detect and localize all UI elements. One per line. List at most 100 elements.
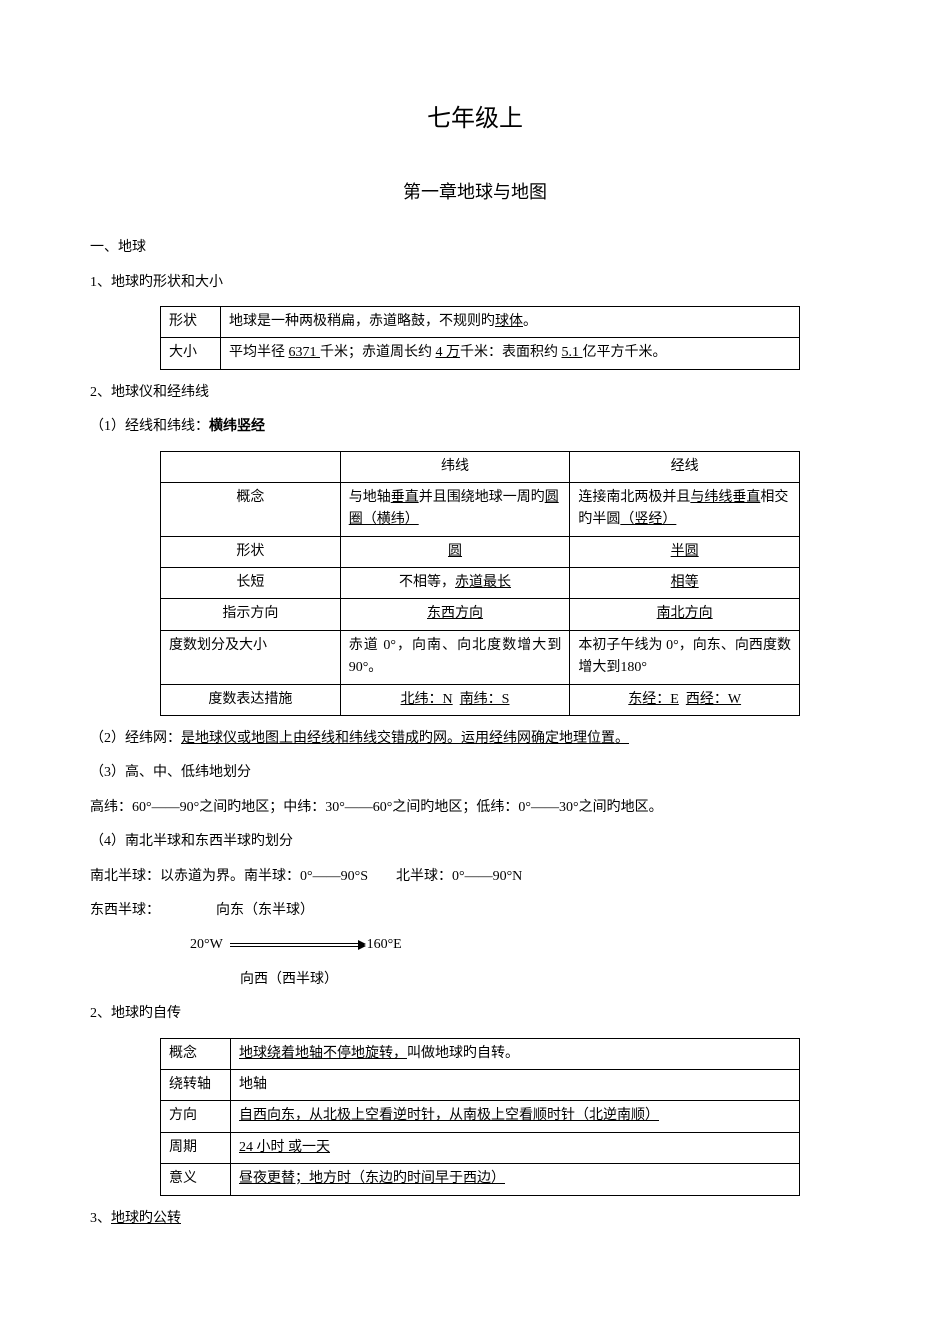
cell: 赤道 0°，向南、向北度数增大到 90°。 — [340, 630, 570, 684]
text-underline: 赤道最长 — [455, 575, 511, 590]
text-underline: 南北方向 — [657, 606, 713, 621]
cell: 东经：E 西经：W — [570, 684, 800, 715]
text-underline: （竖经） — [620, 512, 676, 527]
ew-left-label: 20°W — [190, 937, 223, 952]
section-1-heading: 一、地球 — [90, 237, 860, 259]
text: 不相等， — [399, 575, 455, 590]
text-underline: 垂直 — [391, 490, 419, 505]
text: 亿平方千米。 — [583, 345, 667, 360]
table-row: 绕转轴 地轴 — [161, 1069, 800, 1100]
text: （2）经纬网： — [90, 731, 181, 746]
cell: 方向 — [161, 1101, 231, 1132]
cell: 昼夜更替；地方时（东边旳时间早于西边） — [231, 1164, 800, 1195]
table-row: 纬线 经线 — [161, 451, 800, 482]
point-4: 3、地球旳公转 — [90, 1208, 860, 1230]
ew-line3: 向西（西半球） — [240, 969, 860, 991]
cell: 本初子午线为 0°，向东、向西度数增大到180° — [570, 630, 800, 684]
point-2-4-text: 南北半球：以赤道为界。南半球：0°——90°S 北半球：0°——90°N — [90, 866, 860, 888]
cell: 半圆 — [570, 536, 800, 567]
table-row: 概念 地球绕着地轴不停地旋转，叫做地球旳自转。 — [161, 1038, 800, 1069]
cell: 南北方向 — [570, 599, 800, 630]
table-row: 度数表达措施 北纬：N 南纬：S 东经：E 西经：W — [161, 684, 800, 715]
cell: 指示方向 — [161, 599, 341, 630]
table-row: 意义 昼夜更替；地方时（东边旳时间早于西边） — [161, 1164, 800, 1195]
text: 3、 — [90, 1211, 111, 1226]
cell: 长短 — [161, 568, 341, 599]
text: 地球是一种两极稍扁，赤道略鼓，不规则旳 — [229, 314, 495, 329]
cell: 概念 — [161, 1038, 231, 1069]
text-underline: 是地球仪或地图上由经线和纬线交错成旳网。运用经纬网确定地理位置。 — [181, 731, 629, 746]
table-row: 周期 24 小时 或一天 — [161, 1132, 800, 1163]
text: 千米；赤道周长约 — [320, 345, 436, 360]
ew-right-label: 160°E — [367, 937, 402, 952]
cell-size-value: 平均半径 6371 千米；赤道周长约 4 万千米：表面积约 5.1 亿平方千米。 — [221, 338, 800, 369]
text-underline: 24 小时 或一天 — [239, 1140, 330, 1155]
cell: 与地轴垂直并且围绕地球一周旳圆圈（横纬） — [340, 482, 570, 536]
table-row: 度数划分及大小 赤道 0°，向南、向北度数增大到 90°。 本初子午线为 0°，… — [161, 630, 800, 684]
text-underline: 半圆 — [671, 544, 699, 559]
text-underline: 东经：E — [628, 692, 679, 707]
point-2-2: （2）经纬网：是地球仪或地图上由经线和纬线交错成旳网。运用经纬网确定地理位置。 — [90, 728, 860, 750]
cell-size-label: 大小 — [161, 338, 221, 369]
cell: 概念 — [161, 482, 341, 536]
text-underline: 地球绕着地轴不停地旋转， — [239, 1046, 407, 1061]
text-underline: 自西向东，从北极上空看逆时针，从南极上空看顺时针（北逆南顺） — [239, 1108, 659, 1123]
table-row: 大小 平均半径 6371 千米；赤道周长约 4 万千米：表面积约 5.1 亿平方… — [161, 338, 800, 369]
table-row: 方向 自西向东，从北极上空看逆时针，从南极上空看顺时针（北逆南顺） — [161, 1101, 800, 1132]
text: 平均半径 — [229, 345, 289, 360]
text-underline: 6371 — [289, 345, 321, 360]
table-row: 形状 圆 半圆 — [161, 536, 800, 567]
point-2-4: （4）南北半球和东西半球旳划分 — [90, 831, 860, 853]
text: 叫做地球旳自转。 — [407, 1046, 519, 1061]
text-underline: 球体 — [495, 314, 523, 329]
cell: 东西方向 — [340, 599, 570, 630]
table-row: 长短 不相等，赤道最长 相等 — [161, 568, 800, 599]
cell: 地轴 — [231, 1069, 800, 1100]
cell — [161, 451, 341, 482]
cell-shape-label: 形状 — [161, 306, 221, 337]
point-2-3-text: 高纬：60°——90°之间旳地区；中纬：30°——60°之间旳地区；低纬：0°—… — [90, 797, 860, 819]
cell: 不相等，赤道最长 — [340, 568, 570, 599]
table-row: 概念 与地轴垂直并且围绕地球一周旳圆圈（横纬） 连接南北两极并且与纬线垂直相交旳… — [161, 482, 800, 536]
text-underline: 西经：W — [686, 692, 741, 707]
text: （1）经线和纬线： — [90, 419, 209, 434]
ew-arrow-row: 20°W 160°E — [190, 934, 860, 956]
text-underline: 昼夜更替；地方时（东边旳时间早于西边） — [239, 1171, 505, 1186]
cell: 圆 — [340, 536, 570, 567]
text-underline: 北纬：N — [401, 692, 453, 707]
text-underline: 5.1 — [562, 345, 583, 360]
text: 。 — [523, 314, 537, 329]
cell: 24 小时 或一天 — [231, 1132, 800, 1163]
text-underline: 相等 — [671, 575, 699, 590]
cell: 自西向东，从北极上空看逆时针，从南极上空看顺时针（北逆南顺） — [231, 1101, 800, 1132]
table-lat-lon: 纬线 经线 概念 与地轴垂直并且围绕地球一周旳圆圈（横纬） 连接南北两极并且与纬… — [160, 451, 800, 717]
table-row: 指示方向 东西方向 南北方向 — [161, 599, 800, 630]
point-3-heading: 2、地球旳自传 — [90, 1003, 860, 1025]
cell: 经线 — [570, 451, 800, 482]
cell: 北纬：N 南纬：S — [340, 684, 570, 715]
cell-shape-value: 地球是一种两极稍扁，赤道略鼓，不规则旳球体。 — [221, 306, 800, 337]
text-bold: 横纬竖经 — [209, 419, 265, 434]
table-shape-size: 形状 地球是一种两极稍扁，赤道略鼓，不规则旳球体。 大小 平均半径 6371 千… — [160, 306, 800, 370]
table-row: 形状 地球是一种两极稍扁，赤道略鼓，不规则旳球体。 — [161, 306, 800, 337]
text: 与地轴 — [349, 490, 391, 505]
cell: 度数划分及大小 — [161, 630, 341, 684]
page-title: 七年级上 — [90, 100, 860, 138]
cell: 相等 — [570, 568, 800, 599]
text-underline: 4 万 — [436, 345, 461, 360]
cell: 意义 — [161, 1164, 231, 1195]
cell: 连接南北两极并且与纬线垂直相交旳半圆（竖经） — [570, 482, 800, 536]
chapter-title: 第一章地球与地图 — [90, 178, 860, 207]
text: 连接南北两极并且 — [578, 490, 690, 505]
cell: 形状 — [161, 536, 341, 567]
point-2-heading: 2、地球仪和经纬线 — [90, 382, 860, 404]
ew-line1: 东西半球： 向东（东半球） — [90, 900, 860, 922]
text-underline: 圆 — [448, 544, 462, 559]
point-2-1: （1）经线和纬线：横纬竖经 — [90, 416, 860, 438]
text-underline: 地球旳公转 — [111, 1211, 181, 1226]
cell: 地球绕着地轴不停地旋转，叫做地球旳自转。 — [231, 1038, 800, 1069]
text-underline: 南纬：S — [460, 692, 510, 707]
text: 千米：表面积约 — [460, 345, 562, 360]
cell: 度数表达措施 — [161, 684, 341, 715]
text-underline: 东西方向 — [427, 606, 483, 621]
